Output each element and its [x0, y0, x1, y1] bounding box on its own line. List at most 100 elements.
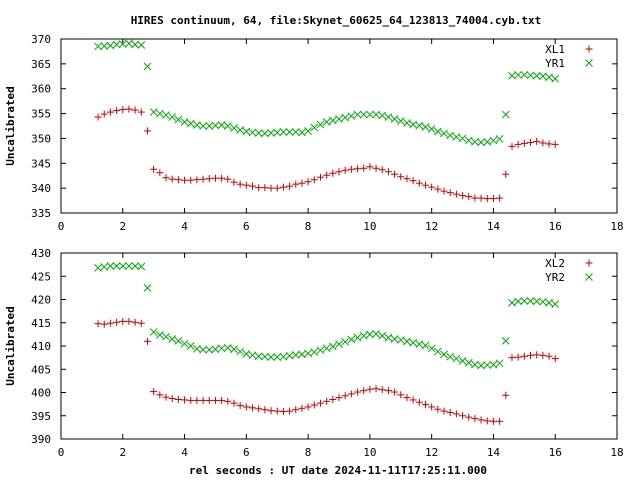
data-point	[459, 412, 467, 420]
data-point	[155, 109, 164, 118]
data-point	[427, 344, 436, 353]
data-point	[149, 328, 158, 336]
x-tick-label: 12	[425, 446, 438, 459]
y-tick-label: 420	[31, 294, 51, 307]
data-point	[440, 129, 448, 138]
data-point	[489, 195, 497, 203]
data-point	[205, 122, 214, 130]
data-point	[249, 404, 257, 412]
data-point	[514, 297, 523, 306]
data-point	[477, 138, 485, 147]
data-point	[496, 417, 504, 425]
data-point	[421, 341, 430, 350]
data-point	[434, 185, 442, 193]
data-point	[248, 351, 257, 360]
data-point	[508, 71, 516, 80]
data-point	[551, 74, 560, 83]
data-point	[150, 388, 158, 396]
data-point	[322, 344, 331, 353]
data-point	[316, 399, 324, 407]
data-point	[94, 113, 102, 121]
data-point	[304, 403, 312, 411]
data-point	[186, 119, 195, 128]
data-point	[539, 351, 547, 359]
data-point	[285, 351, 294, 360]
data-point	[397, 391, 405, 399]
x-tick-label: 14	[487, 446, 501, 459]
data-point	[458, 357, 467, 365]
data-point	[366, 330, 374, 339]
data-point	[489, 360, 498, 369]
legend-label: YR2	[545, 271, 565, 284]
data-point	[359, 331, 368, 340]
x-tick-label: 18	[610, 220, 623, 233]
data-point	[298, 179, 306, 187]
data-point	[409, 396, 417, 404]
data-point	[471, 415, 479, 423]
data-point	[495, 135, 504, 143]
data-point	[292, 406, 300, 414]
y-axis-label: Uncalibrated	[4, 306, 17, 385]
x-tick-label: 12	[425, 220, 438, 233]
x-axis-label: rel seconds : UT date 2024-11-11T17:25:1…	[189, 464, 487, 477]
data-point	[267, 407, 275, 415]
data-point	[415, 179, 423, 187]
data-point	[223, 122, 232, 130]
data-point	[409, 120, 417, 129]
x-tick-label: 6	[243, 446, 250, 459]
data-point	[125, 262, 133, 270]
data-point	[143, 127, 151, 135]
data-point	[496, 194, 504, 202]
data-point	[452, 354, 461, 363]
data-point	[267, 353, 275, 362]
data-point	[199, 122, 207, 130]
data-point	[162, 393, 170, 401]
data-point	[489, 136, 498, 145]
data-point	[508, 298, 516, 307]
data-point	[341, 392, 349, 400]
data-point	[514, 353, 522, 361]
series-xl2	[94, 317, 559, 425]
y-tick-label: 365	[31, 58, 51, 71]
data-point	[421, 181, 429, 189]
data-point	[273, 128, 282, 137]
data-point	[106, 41, 115, 50]
data-point	[112, 40, 121, 49]
legend-marker	[585, 259, 593, 267]
data-point	[291, 128, 300, 136]
legend-label: YR1	[545, 57, 565, 70]
data-point	[137, 41, 146, 49]
data-point	[545, 73, 553, 82]
data-point	[483, 138, 492, 146]
data-point	[403, 337, 411, 346]
data-point	[551, 300, 560, 309]
data-point	[217, 344, 226, 353]
data-point	[465, 413, 473, 421]
data-point	[372, 110, 380, 119]
data-point	[403, 175, 411, 183]
data-point	[440, 350, 448, 359]
data-point	[205, 345, 214, 354]
data-point	[143, 337, 151, 345]
data-point	[205, 396, 213, 404]
data-point	[224, 175, 232, 183]
data-point	[539, 297, 547, 306]
data-point	[316, 120, 325, 129]
data-point	[532, 71, 541, 80]
data-point	[131, 106, 139, 114]
data-point	[106, 319, 114, 327]
data-point	[477, 361, 485, 370]
data-point	[508, 354, 516, 362]
data-point	[322, 118, 331, 126]
plot-frame	[60, 252, 618, 440]
data-point	[273, 407, 281, 415]
data-point	[396, 117, 405, 125]
data-point	[242, 403, 250, 411]
data-point	[403, 394, 411, 402]
y-tick-label: 370	[31, 33, 51, 46]
data-point	[452, 133, 461, 141]
x-tick-label: 18	[610, 446, 623, 459]
data-point	[359, 110, 368, 119]
data-point	[310, 123, 319, 132]
data-point	[440, 187, 448, 195]
